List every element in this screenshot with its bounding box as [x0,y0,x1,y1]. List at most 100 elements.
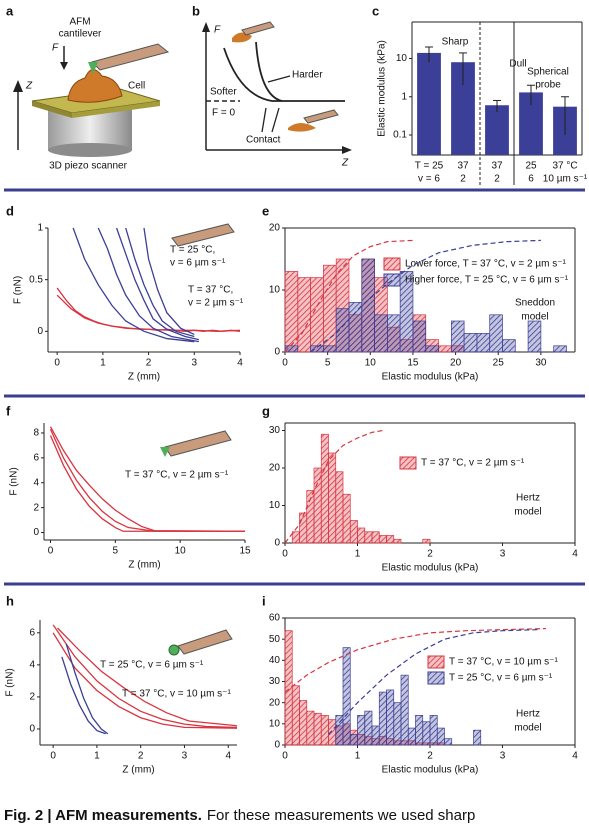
cantilever-icon [164,430,232,457]
cantilever-icon [241,21,275,36]
y-tick-label: 0 [274,740,280,751]
legend-swatch [427,655,445,669]
legend-label: Higher force, T = 25 °C, v = 6 µm s⁻¹ [405,275,569,286]
histogram-bar [313,712,322,746]
x-tick-label: 25 [493,358,505,369]
y-tick-label: 0.1 [393,130,407,141]
annotation: Dull [509,59,526,70]
x-tick-label: 0 [48,546,54,557]
y-tick-label: 0 [37,326,43,337]
x-tick-label: 25 [525,161,537,172]
histogram-bar [489,314,503,353]
y-tick-label: 40 [269,655,281,666]
x-axis-title: Elastic modulus (kPa) [382,765,479,776]
y-tick-label: 8 [33,428,39,439]
line-series [56,294,241,332]
histogram-bar [371,531,380,544]
arrow [261,107,267,133]
bar [417,52,441,156]
panel-label: c [372,3,379,18]
x-tick-label: 5 [325,358,331,369]
histogram-bar [371,725,380,746]
x-tick-label: 30 [535,358,547,369]
panel-label: b [192,3,200,18]
histogram-bar [297,277,311,353]
x-tick-label: 4 [225,751,231,762]
histogram-bar [335,308,350,353]
cumulative-line [310,239,541,353]
line-series [57,627,238,727]
cantilever-icon [303,109,339,124]
y-tick-label: 20 [269,697,281,708]
histogram-bar [299,512,308,544]
y-tick-label: 4 [33,477,39,488]
histogram-bar [313,467,322,544]
x-tick-label: 3 [192,358,198,369]
y-tick-label: 6 [33,452,39,463]
histogram-bar [349,520,358,544]
y-tick-label: 0 [274,347,280,358]
line-series [52,632,238,729]
arrow [271,107,280,133]
x-tick-label: 3 [500,549,506,560]
x-tick-label: 2 [427,751,433,762]
histogram-bar [357,715,366,746]
cumulative-line [284,429,383,544]
histogram-bar [378,535,387,544]
histogram-bar [407,727,416,746]
histogram-bar [473,729,482,746]
panel-label: e [262,203,269,218]
histogram-bar [444,738,453,746]
cumulative-line [328,629,539,735]
scanner-base [48,143,132,157]
x-tick-label: 0 [282,751,288,762]
line-series [49,435,245,532]
legend-label: T = 37 °C, v = 10 µm s⁻¹ [449,657,558,668]
histogram-bar [328,719,337,746]
panel-label: g [262,403,270,418]
y-tick-label: 1 [37,223,43,234]
annotation: model [514,507,541,518]
y-tick-label: 60 [269,613,281,624]
x-tick-label: 1 [100,358,106,369]
y-tick-label: 2 [29,692,35,703]
line-series [72,227,195,343]
histogram-bar [342,647,351,746]
histogram-bar [361,258,375,353]
x-tick-label: 37 [457,161,469,172]
line-series [115,227,200,341]
panel-label: h [6,593,14,608]
x-tick-label: 0 [282,549,288,560]
histogram-bar [386,535,395,544]
x-tick-label: 5 [113,546,119,557]
y-tick-label: 2 [33,502,39,513]
annotation: T = 25 °C, [170,245,215,256]
x-tick-label: 2 [427,549,433,560]
y-axis-title: F (nN) [5,668,16,696]
histogram-bar [502,339,516,353]
histogram-bar [415,715,424,746]
label: F [52,43,59,54]
x-tick-label: 1 [355,751,361,762]
histogram-bar [349,734,358,746]
arrowhead [202,22,210,32]
x-tick-label: 0 [50,751,56,762]
cumulative-line [284,239,413,353]
histogram-bar [291,531,300,544]
histogram-bar [422,721,431,746]
legend-swatch [383,257,401,271]
arrowhead [13,80,23,92]
y-tick-label: 20 [269,463,281,474]
x-tick-label: 37 [491,161,503,172]
y-tick-label: 4 [29,660,35,671]
label: AFM [69,17,90,28]
histogram-bar [335,471,344,544]
panel-label: f [6,403,11,418]
y-tick-label: 1 [401,91,407,102]
y-tick-label: 20 [269,223,281,234]
line-series [143,227,195,336]
annotation: T = 25 °C, v = 6 µm s⁻¹ [100,660,204,671]
plate-side [72,101,160,118]
histogram-bar [328,452,337,544]
x-tick-label: 15 [239,546,251,557]
